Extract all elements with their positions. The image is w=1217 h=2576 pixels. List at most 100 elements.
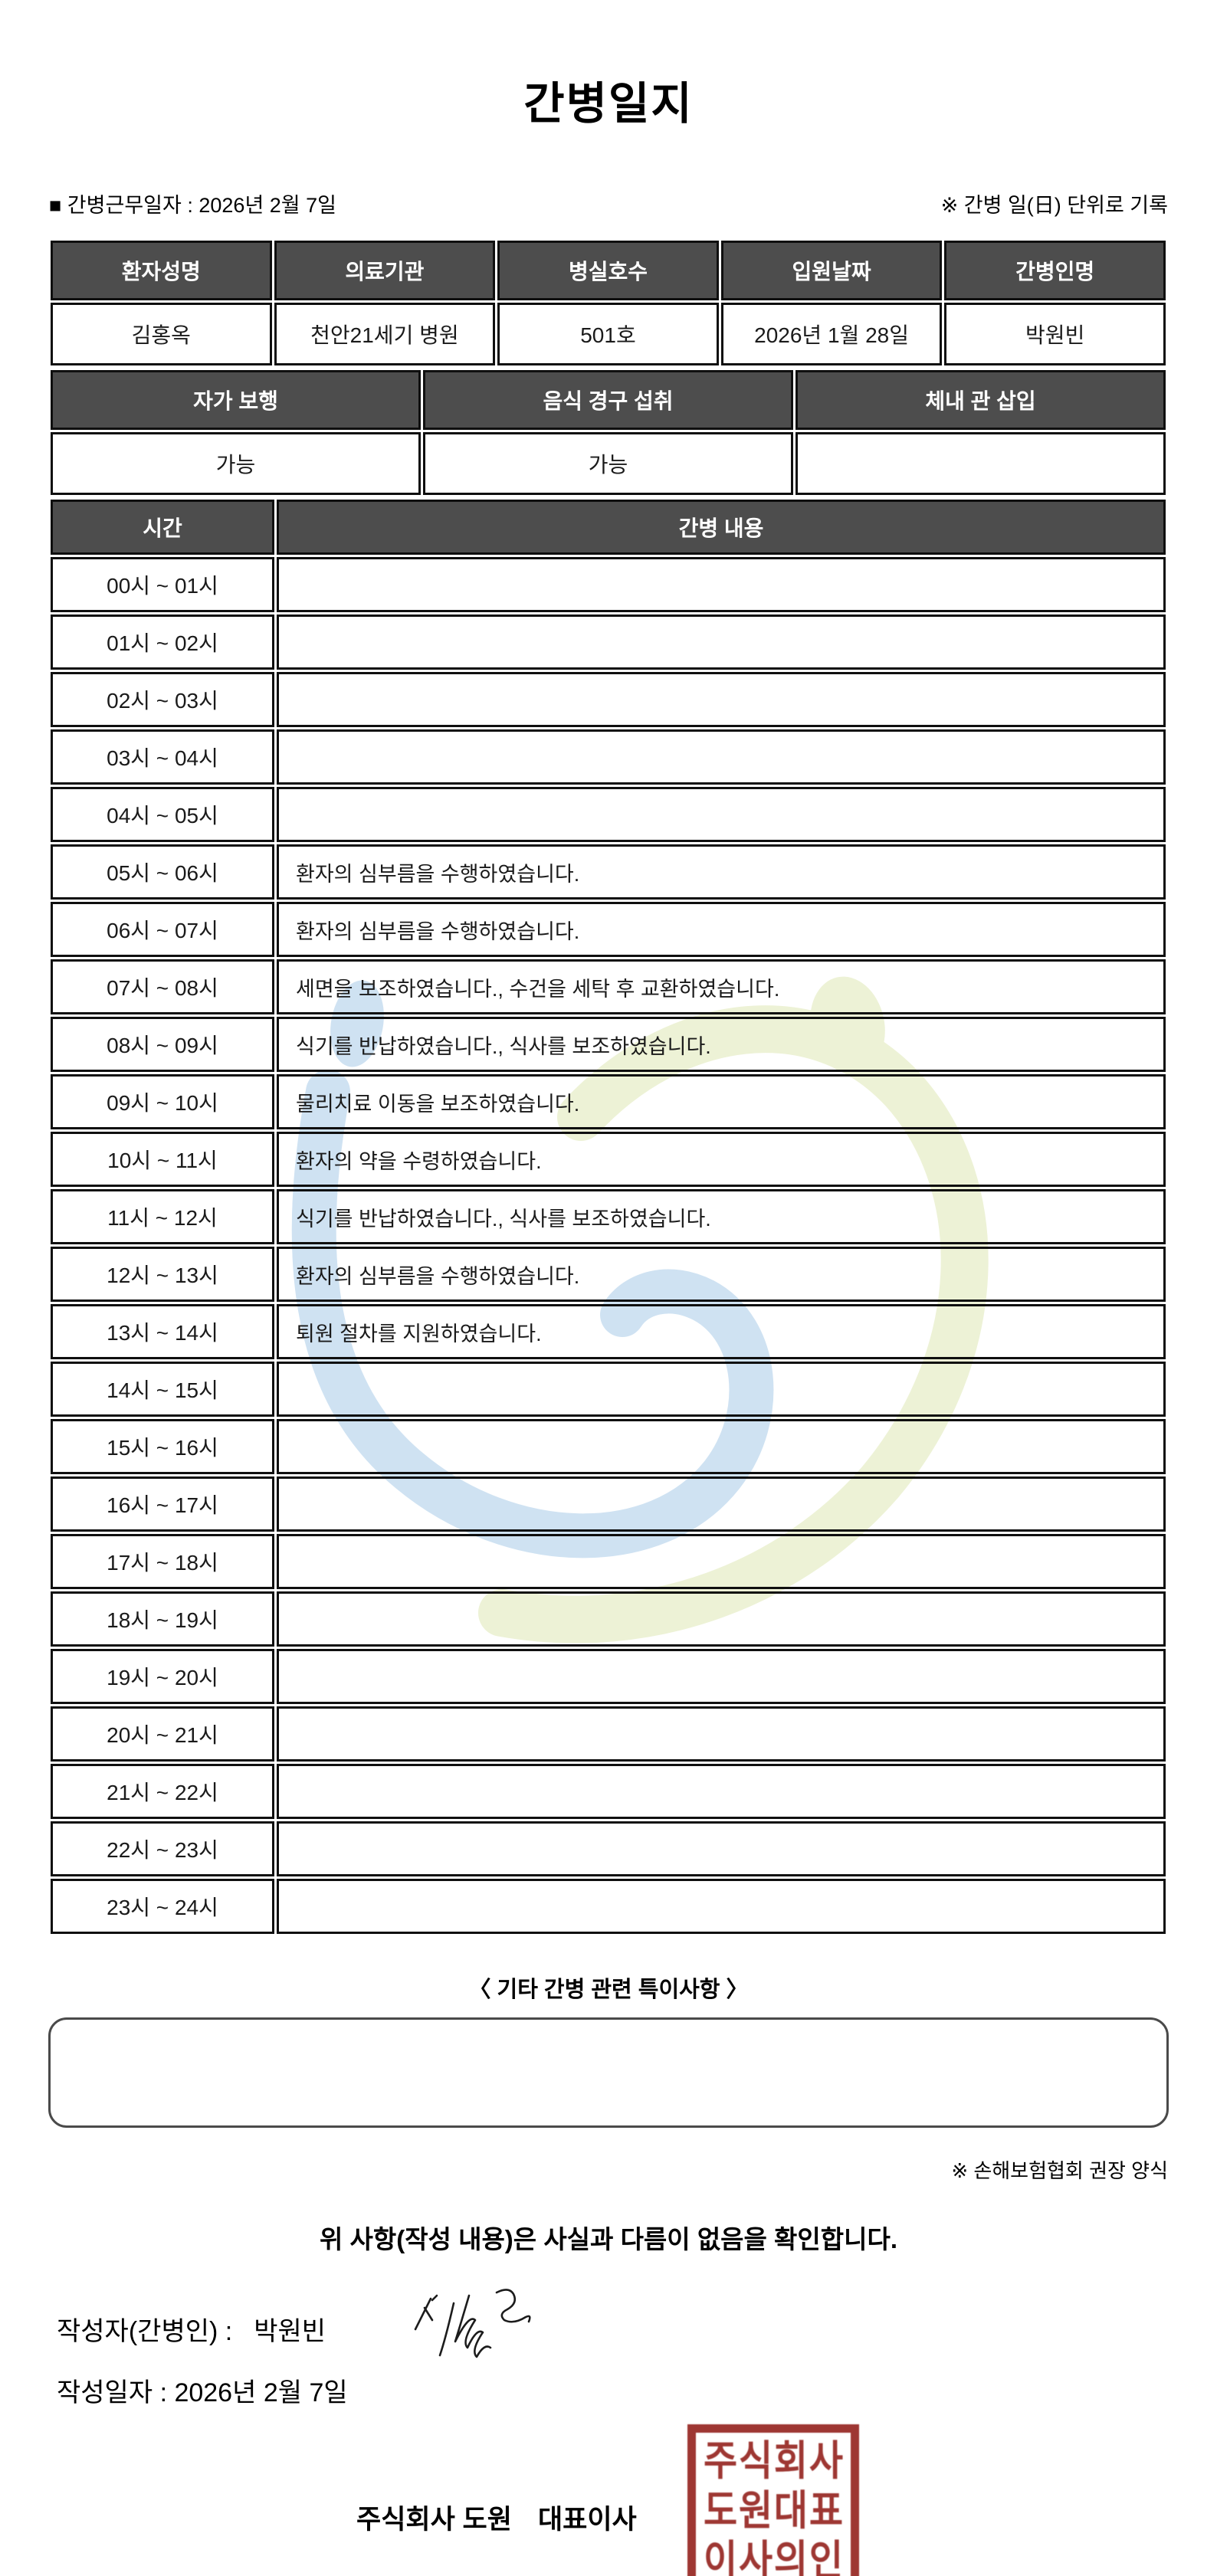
care-log-row: 12시 ~ 13시 환자의 심부름을 수행하였습니다.	[51, 1247, 1166, 1302]
patient-status-header-row: 자가 보행 음식 경구 섭취 체내 관 삽입	[51, 370, 1166, 430]
company-name: 주식회사 도원	[356, 2505, 512, 2535]
care-content: 환자의 심부름을 수행하였습니다.	[277, 844, 1166, 900]
medical-institution-value: 천안21세기 병원	[274, 303, 496, 365]
writer-name: 박원빈	[254, 2316, 326, 2346]
admission-date-header: 입원날짜	[720, 241, 943, 300]
care-content	[277, 1419, 1166, 1474]
time-slot: 17시 ~ 18시	[51, 1534, 274, 1589]
care-log-row: 01시 ~ 02시	[51, 615, 1166, 670]
care-log-row: 17시 ~ 18시	[51, 1534, 1166, 1589]
time-slot: 22시 ~ 23시	[51, 1821, 274, 1876]
care-content: 환자의 심부름을 수행하였습니다.	[277, 902, 1166, 957]
care-content	[277, 1764, 1166, 1819]
self-walking-header: 자가 보행	[51, 370, 421, 430]
time-slot: 01시 ~ 02시	[51, 615, 274, 670]
care-content-header: 간병 내용	[277, 500, 1166, 555]
notes-title: 〈 기타 간병 관련 특이사항 〉	[468, 1978, 749, 2002]
writer-line: 작성자(간병인) : 박원빈	[0, 2289, 1217, 2358]
room-number-value: 501호	[497, 303, 719, 365]
patient-info-header-row: 환자성명 의료기관 병실호수 입원날짜 간병인명	[51, 241, 1166, 300]
time-slot: 05시 ~ 06시	[51, 844, 274, 900]
time-slot: 20시 ~ 21시	[51, 1706, 274, 1762]
time-header: 시간	[51, 500, 274, 555]
care-log-header-row: 시간 간병 내용	[51, 500, 1166, 555]
company-line: 주식회사 도원 대표이사	[356, 2498, 637, 2537]
care-content	[277, 557, 1166, 612]
care-log-row: 05시 ~ 06시 환자의 심부름을 수행하였습니다.	[51, 844, 1166, 900]
meta-row: ■ 간병근무일자 : 2026년 2월 7일 ※ 간병 일(日) 단위로 기록	[0, 188, 1217, 218]
care-log-row: 02시 ~ 03시	[51, 672, 1166, 727]
care-content: 환자의 약을 수령하였습니다.	[277, 1132, 1166, 1187]
time-slot: 18시 ~ 19시	[51, 1591, 274, 1647]
care-log-row: 07시 ~ 08시 세면을 보조하였습니다., 수건을 세탁 후 교환하였습니다…	[51, 959, 1166, 1014]
care-content	[277, 1821, 1166, 1876]
work-date-line: ■ 간병근무일자 : 2026년 2월 7일	[49, 188, 336, 218]
oral-intake-header: 음식 경구 섭취	[423, 370, 793, 430]
form-note: ※ 손해보험협회 권장 양식	[951, 2159, 1168, 2182]
care-log-row: 22시 ~ 23시	[51, 1821, 1166, 1876]
patient-info-table: 환자성명 의료기관 병실호수 입원날짜 간병인명 김홍옥 천안21세기 병원 5…	[48, 238, 1168, 368]
patient-status-value-row: 가능 가능	[51, 432, 1166, 495]
time-slot: 08시 ~ 09시	[51, 1017, 274, 1072]
care-log-body: 00시 ~ 01시 01시 ~ 02시 02시 ~ 03시 03	[51, 557, 1166, 1934]
time-slot: 12시 ~ 13시	[51, 1247, 274, 1302]
time-slot: 04시 ~ 05시	[51, 787, 274, 842]
care-log-table: 시간 간병 내용 00시 ~ 01시 01시 ~ 02시	[48, 497, 1168, 1936]
time-slot: 11시 ~ 12시	[51, 1189, 274, 1244]
care-log-row: 16시 ~ 17시	[51, 1476, 1166, 1532]
self-walking-value: 가능	[51, 432, 421, 495]
care-log-row: 13시 ~ 14시 퇴원 절차를 지원하였습니다.	[51, 1304, 1166, 1359]
time-slot: 00시 ~ 01시	[51, 557, 274, 612]
work-date-label: ■ 간병근무일자 :	[49, 194, 193, 217]
care-content	[277, 615, 1166, 670]
tube-insertion-value	[795, 432, 1166, 495]
care-content: 퇴원 절차를 지원하였습니다.	[277, 1304, 1166, 1359]
caregiver-name-value: 박원빈	[944, 303, 1166, 365]
oral-intake-value: 가능	[423, 432, 793, 495]
care-log-row: 03시 ~ 04시	[51, 729, 1166, 785]
medical-institution-header: 의료기관	[274, 241, 496, 300]
caregiver-signature	[414, 2289, 531, 2358]
care-log-row: 10시 ~ 11시 환자의 약을 수령하였습니다.	[51, 1132, 1166, 1187]
care-content: 식기를 반납하였습니다., 식사를 보조하였습니다.	[277, 1017, 1166, 1072]
care-content: 물리치료 이동을 보조하였습니다.	[277, 1074, 1166, 1129]
care-content	[277, 1534, 1166, 1589]
care-content	[277, 729, 1166, 785]
time-slot: 16시 ~ 17시	[51, 1476, 274, 1532]
page-title: 간병일지	[523, 79, 694, 129]
time-slot: 02시 ~ 03시	[51, 672, 274, 727]
time-slot: 14시 ~ 15시	[51, 1362, 274, 1417]
admission-date-value: 2026년 1월 28일	[720, 303, 943, 365]
care-log-row: 14시 ~ 15시	[51, 1362, 1166, 1417]
time-slot: 06시 ~ 07시	[51, 902, 274, 957]
care-log-row: 00시 ~ 01시	[51, 557, 1166, 612]
time-slot: 23시 ~ 24시	[51, 1879, 274, 1934]
care-content	[277, 1591, 1166, 1647]
care-log-row: 15시 ~ 16시	[51, 1419, 1166, 1474]
care-log-row: 06시 ~ 07시 환자의 심부름을 수행하였습니다.	[51, 902, 1166, 957]
notes-box	[48, 2017, 1169, 2128]
care-content: 환자의 심부름을 수행하였습니다.	[277, 1247, 1166, 1302]
writer-label: 작성자(간병인) :	[57, 2316, 233, 2346]
care-log-row: 23시 ~ 24시	[51, 1879, 1166, 1934]
patient-name-value: 김홍옥	[51, 303, 272, 365]
tube-insertion-header: 체내 관 삽입	[795, 370, 1166, 430]
care-content	[277, 1476, 1166, 1532]
caregiver-name-header: 간병인명	[944, 241, 1166, 300]
patient-status-table: 자가 보행 음식 경구 섭취 체내 관 삽입 가능 가능	[48, 368, 1168, 497]
care-log-row: 18시 ~ 19시	[51, 1591, 1166, 1647]
time-slot: 19시 ~ 20시	[51, 1649, 274, 1704]
work-date-value: 2026년 2월 7일	[198, 194, 336, 217]
care-log-row: 09시 ~ 10시 물리치료 이동을 보조하였습니다.	[51, 1074, 1166, 1129]
patient-info-value-row: 김홍옥 천안21세기 병원 501호 2026년 1월 28일 박원빈	[51, 303, 1166, 365]
care-content: 식기를 반납하였습니다., 식사를 보조하였습니다.	[277, 1189, 1166, 1244]
care-content	[277, 1362, 1166, 1417]
care-content	[277, 1649, 1166, 1704]
time-slot: 07시 ~ 08시	[51, 959, 274, 1014]
